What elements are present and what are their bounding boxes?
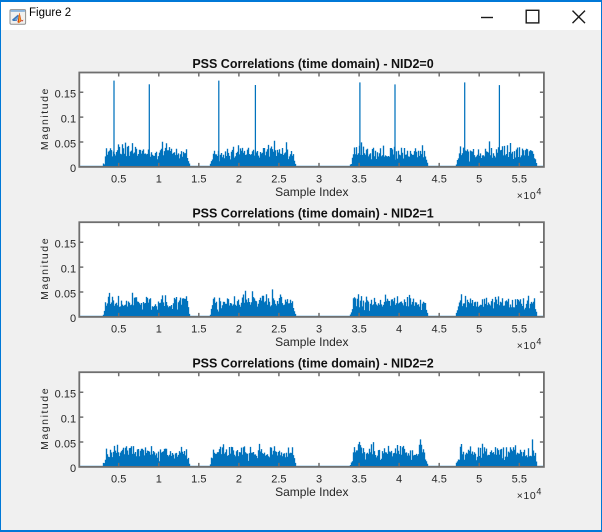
svg-text:0: 0 (70, 463, 76, 475)
svg-text:4: 4 (536, 337, 541, 347)
svg-text:1: 1 (156, 173, 162, 185)
svg-text:0.15: 0.15 (55, 239, 76, 251)
svg-text:2: 2 (236, 173, 242, 185)
svg-text:2.5: 2.5 (271, 473, 286, 485)
svg-text:0.15: 0.15 (55, 89, 76, 101)
svg-text:0: 0 (70, 163, 76, 175)
svg-text:0.1: 0.1 (61, 263, 76, 275)
svg-text:1.5: 1.5 (191, 473, 206, 485)
svg-text:Magnitude: Magnitude (39, 87, 51, 150)
svg-text:0.1: 0.1 (61, 413, 76, 425)
svg-text:1: 1 (156, 473, 162, 485)
svg-text:Sample Index: Sample Index (275, 185, 348, 199)
svg-text:2.5: 2.5 (271, 323, 286, 335)
svg-text:3: 3 (316, 173, 322, 185)
svg-text:Magnitude: Magnitude (39, 237, 51, 300)
svg-text:1.5: 1.5 (191, 323, 206, 335)
svg-text:4: 4 (536, 187, 541, 197)
svg-text:Sample Index: Sample Index (275, 335, 348, 349)
svg-text:×10: ×10 (517, 340, 537, 352)
svg-text:0: 0 (70, 313, 76, 325)
svg-text:1.5: 1.5 (191, 173, 206, 185)
svg-text:5: 5 (476, 473, 482, 485)
svg-text:4: 4 (396, 473, 402, 485)
svg-text:0.5: 0.5 (111, 323, 126, 335)
svg-text:4.5: 4.5 (432, 323, 447, 335)
svg-text:Magnitude: Magnitude (39, 387, 51, 450)
svg-text:4.5: 4.5 (432, 173, 447, 185)
svg-text:PSS Correlations (time domain): PSS Correlations (time domain) - NID2=2 (192, 357, 433, 371)
svg-text:3.5: 3.5 (351, 323, 366, 335)
svg-text:×10: ×10 (517, 490, 537, 502)
svg-text:0.1: 0.1 (61, 113, 76, 125)
svg-text:5.5: 5.5 (512, 173, 527, 185)
svg-text:PSS Correlations (time domain): PSS Correlations (time domain) - NID2=0 (192, 57, 433, 71)
svg-text:2.5: 2.5 (271, 173, 286, 185)
svg-text:5: 5 (476, 173, 482, 185)
svg-text:2: 2 (236, 473, 242, 485)
svg-text:0.15: 0.15 (55, 389, 76, 401)
svg-text:0.05: 0.05 (55, 138, 76, 150)
svg-text:0.05: 0.05 (55, 288, 76, 300)
svg-text:5: 5 (476, 323, 482, 335)
svg-text:0.05: 0.05 (55, 438, 76, 450)
svg-text:0.5: 0.5 (111, 173, 126, 185)
svg-text:5.5: 5.5 (512, 323, 527, 335)
svg-text:Sample Index: Sample Index (275, 485, 348, 499)
svg-text:1: 1 (156, 323, 162, 335)
svg-text:3: 3 (316, 473, 322, 485)
svg-text:4.5: 4.5 (432, 473, 447, 485)
svg-text:4: 4 (396, 173, 402, 185)
svg-text:3.5: 3.5 (351, 473, 366, 485)
svg-text:×10: ×10 (517, 190, 537, 202)
svg-text:4: 4 (536, 487, 541, 497)
svg-text:PSS Correlations (time domain): PSS Correlations (time domain) - NID2=1 (192, 207, 433, 221)
svg-text:3.5: 3.5 (351, 173, 366, 185)
svg-text:0.5: 0.5 (111, 473, 126, 485)
svg-text:4: 4 (396, 323, 402, 335)
svg-text:3: 3 (316, 323, 322, 335)
svg-text:2: 2 (236, 323, 242, 335)
svg-text:5.5: 5.5 (512, 473, 527, 485)
